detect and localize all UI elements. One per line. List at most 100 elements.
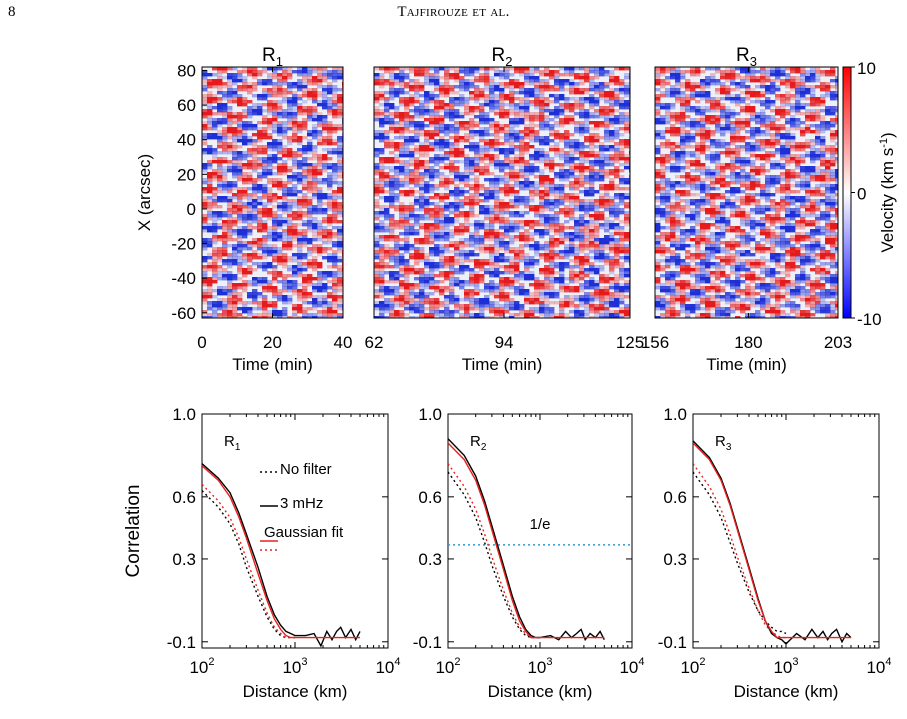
heatmap-cell [399, 256, 405, 260]
heatmap-cell [394, 280, 400, 284]
heatmap-cell [514, 118, 520, 122]
heatmap-cell [584, 97, 590, 101]
heatmap-cell [374, 67, 380, 71]
heatmap-cell [444, 127, 450, 131]
heatmap-cell [207, 163, 213, 167]
heatmap-cell [509, 271, 515, 275]
heatmap-cell [374, 166, 380, 170]
heatmap-cell [524, 256, 530, 260]
heatmap-cell [624, 127, 630, 131]
heatmap-cell [337, 112, 343, 116]
heatmap-cell [202, 73, 208, 77]
heatmap-cell [379, 292, 385, 296]
heatmap-cell [469, 295, 475, 299]
heatmap-cell [579, 121, 585, 125]
heatmap-cell [317, 94, 323, 98]
heatmap-cell [312, 82, 318, 86]
heatmap-cell [297, 244, 303, 248]
heatmap-cell [429, 91, 435, 95]
heatmap-cell [312, 175, 318, 179]
heatmap-cell [519, 103, 525, 107]
heatmap-cell [499, 271, 505, 275]
heatmap-cell [459, 232, 465, 236]
heatmap-cell [584, 295, 590, 299]
heatmap-cell [554, 193, 560, 197]
heatmap-cell [484, 211, 490, 215]
heatmap-cell [489, 217, 495, 221]
heatmap-cell [509, 199, 515, 203]
heatmap-cell [424, 112, 430, 116]
heatmap-cell [434, 202, 440, 206]
heatmap-cell [322, 154, 328, 158]
heatmap-cell [419, 88, 425, 92]
heatmap-cell [569, 235, 575, 239]
heatmap-cell [494, 94, 500, 98]
heatmap-cell [494, 124, 500, 128]
heatmap-cell [287, 97, 293, 101]
heatmap-cell [484, 259, 490, 263]
heatmap-cell [287, 211, 293, 215]
heatmap-cell [479, 154, 485, 158]
heatmap-cell [237, 241, 243, 245]
heatmap-cell [424, 97, 430, 101]
heatmap-cell [217, 73, 223, 77]
heatmap-cell [409, 70, 415, 74]
heatmap-cell [327, 286, 333, 290]
heatmap-cell [619, 244, 625, 248]
heatmap-cell [609, 262, 615, 266]
heatmap-cell [292, 154, 298, 158]
heatmap-cell [222, 304, 228, 308]
heatmap-cell [479, 97, 485, 101]
heatmap-cell [312, 187, 318, 191]
heatmap-cell [449, 208, 455, 212]
heatmap-cell [257, 130, 263, 134]
heatmap-cell [539, 211, 545, 215]
heatmap-cell [419, 202, 425, 206]
heatmap-cell [499, 163, 505, 167]
heatmap-cell [212, 223, 218, 227]
heatmap-cell [544, 118, 550, 122]
heatmap-cell [559, 223, 565, 227]
heatmap-cell [302, 301, 308, 305]
heatmap-cell [569, 232, 575, 236]
heatmap-cell [267, 124, 273, 128]
heatmap-cell [282, 289, 288, 293]
heatmap-cell [267, 166, 273, 170]
heatmap-cell [307, 250, 313, 254]
heatmap-cell [549, 76, 555, 80]
heatmap-cell [207, 199, 213, 203]
heatmap-cell [242, 268, 248, 272]
heatmap-cell [519, 112, 525, 116]
heatmap-cell [232, 301, 238, 305]
heatmap-cell [257, 295, 263, 299]
heatmap-cell [424, 214, 430, 218]
heatmap-cell [589, 154, 595, 158]
heatmap-cell [599, 217, 605, 221]
heatmap-cell [404, 85, 410, 89]
heatmap-cell [544, 214, 550, 218]
heatmap-cell [222, 142, 228, 146]
heatmap-cell [484, 190, 490, 194]
heatmap-cell [307, 190, 313, 194]
heatmap-cell [544, 232, 550, 236]
heatmap-cell [469, 199, 475, 203]
heatmap-cell [384, 142, 390, 146]
heatmap-cell [589, 139, 595, 143]
heatmap-cell [394, 187, 400, 191]
heatmap-cell [579, 208, 585, 212]
heatmap-cell [454, 268, 460, 272]
heatmap-cell [302, 307, 308, 311]
heatmap-cell [409, 271, 415, 275]
heatmap-cell [574, 169, 580, 173]
heatmap-cell [564, 97, 570, 101]
heatmap-cell [399, 151, 405, 155]
heatmap-cell [574, 223, 580, 227]
heatmap-cell [399, 112, 405, 116]
heatmap-cell [277, 73, 283, 77]
heatmap-cell [619, 289, 625, 293]
heatmap-cell [399, 274, 405, 278]
heatmap-cell [594, 91, 600, 95]
heatmap-cell [332, 196, 338, 200]
heatmap-cell [524, 103, 530, 107]
